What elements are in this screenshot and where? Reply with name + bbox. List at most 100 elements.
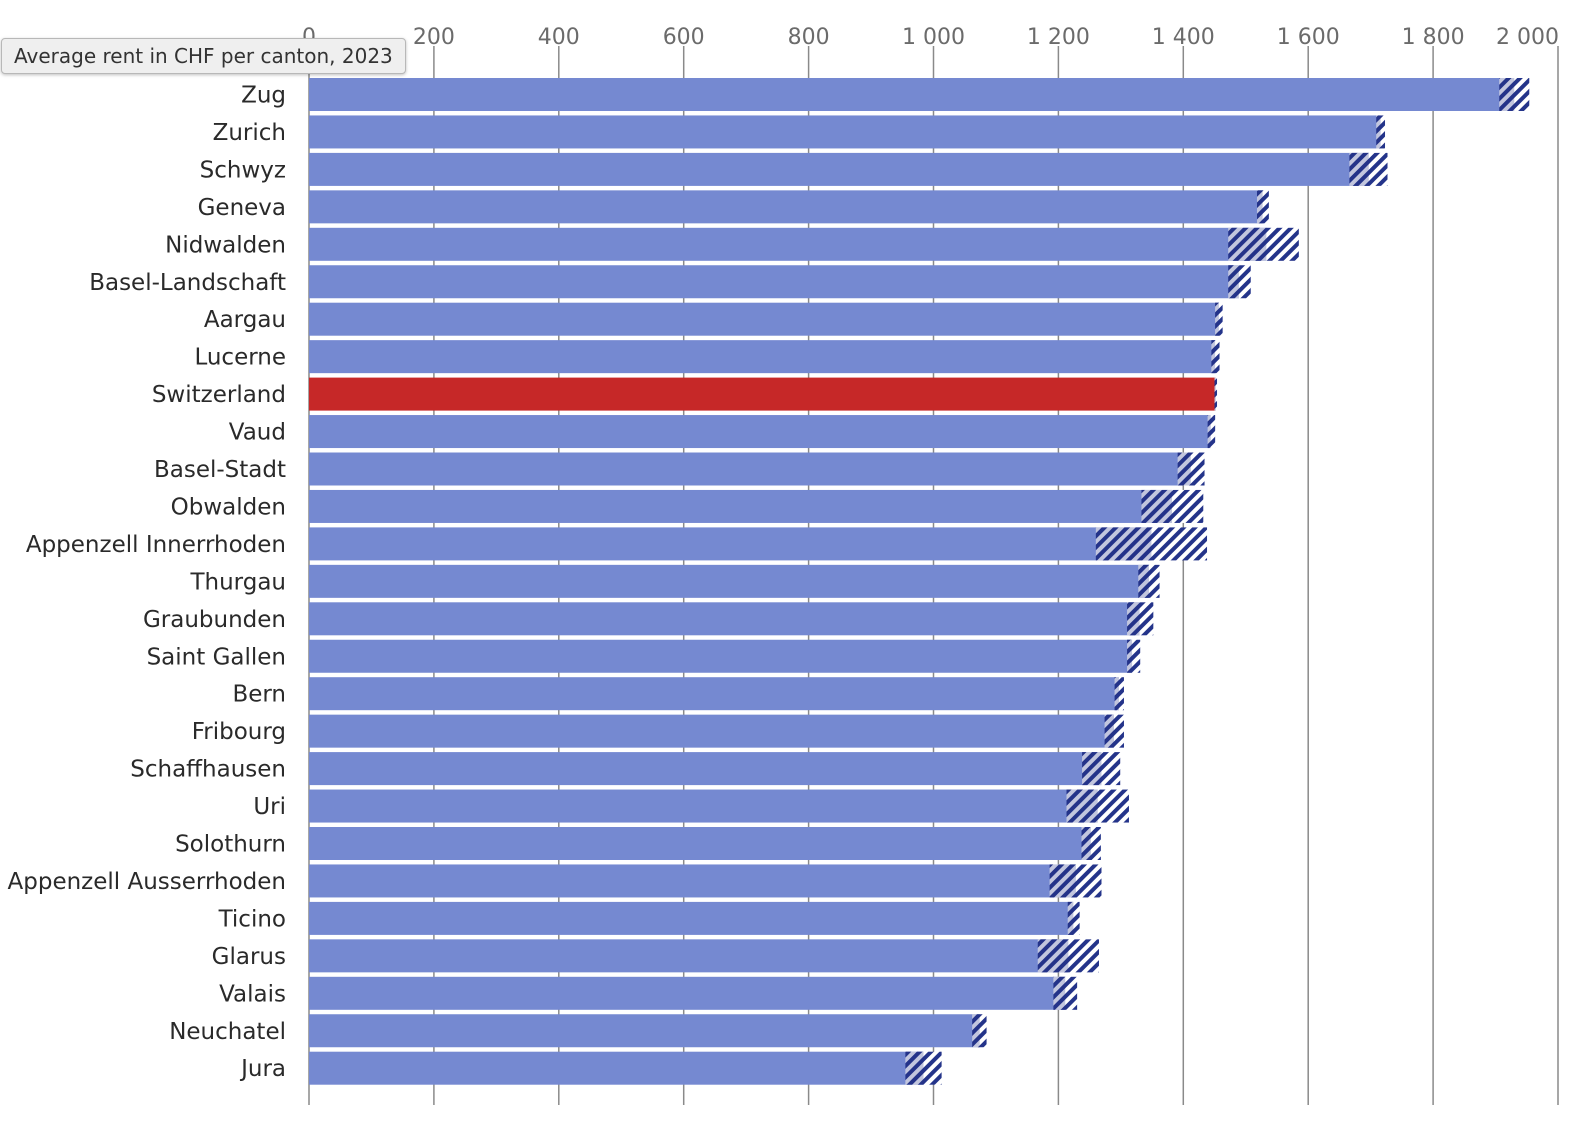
bar-switzerland[interactable] xyxy=(309,377,1216,411)
interval-lower-shade xyxy=(1037,939,1069,973)
bar[interactable] xyxy=(309,415,1211,449)
confidence-interval xyxy=(1037,939,1099,973)
bar[interactable] xyxy=(309,789,1098,823)
interval-lower-shade xyxy=(1049,864,1076,898)
confidence-interval xyxy=(1104,714,1124,748)
interval-lower-shade xyxy=(1067,901,1074,935)
confidence-interval xyxy=(1228,265,1251,299)
confidence-interval xyxy=(1127,639,1141,673)
bar[interactable] xyxy=(309,78,1515,111)
bar[interactable] xyxy=(309,602,1140,636)
confidence-interval xyxy=(1067,901,1080,935)
interval-lower-shade xyxy=(1141,489,1173,523)
bar[interactable] xyxy=(309,452,1191,486)
interval-lower-shade xyxy=(905,1051,924,1085)
category-label: Solothurn xyxy=(175,832,286,858)
interval-lower-shade xyxy=(1053,976,1066,1010)
interval-lower-shade xyxy=(1127,639,1133,673)
bar[interactable] xyxy=(309,639,1133,673)
bar[interactable] xyxy=(309,1051,924,1085)
interval-lower-shade xyxy=(1138,564,1149,598)
bar[interactable] xyxy=(309,152,1369,186)
interval-lower-shade xyxy=(1349,152,1369,186)
category-label: Appenzell Innerrhoden xyxy=(26,532,286,558)
category-label: Ticino xyxy=(218,906,286,932)
confidence-interval xyxy=(1215,302,1223,336)
confidence-interval xyxy=(1214,377,1218,411)
bar[interactable] xyxy=(309,302,1219,336)
bars xyxy=(309,78,1530,1085)
category-label: Schwyz xyxy=(200,157,286,183)
confidence-interval xyxy=(1499,78,1530,111)
x-tick-label: 800 xyxy=(788,25,830,50)
category-label: Geneva xyxy=(198,195,286,221)
bar[interactable] xyxy=(309,827,1091,860)
x-tick-label: 1 400 xyxy=(1152,25,1215,50)
interval-lower-shade xyxy=(1207,415,1211,449)
bar[interactable] xyxy=(309,976,1066,1010)
bar[interactable] xyxy=(309,677,1119,711)
x-tick-label: 2 000 xyxy=(1496,25,1559,50)
bar[interactable] xyxy=(309,939,1069,973)
interval-lower-shade xyxy=(1376,115,1381,149)
confidence-interval xyxy=(1082,752,1121,786)
interval-lower-shade xyxy=(1499,78,1515,111)
confidence-interval xyxy=(1177,452,1205,486)
interval-lower-shade xyxy=(1211,340,1216,374)
interval-lower-shade xyxy=(1095,527,1152,561)
category-label: Valais xyxy=(219,981,286,1007)
confidence-interval xyxy=(1138,564,1160,598)
interval-lower-shade xyxy=(1256,190,1263,224)
bar[interactable] xyxy=(309,1014,980,1048)
x-tick-label: 1 200 xyxy=(1027,25,1090,50)
bar[interactable] xyxy=(309,864,1076,898)
category-label: Vaud xyxy=(229,420,286,446)
confidence-interval xyxy=(1207,415,1216,449)
bar[interactable] xyxy=(309,564,1149,598)
category-label: Obwalden xyxy=(171,494,286,520)
interval-lower-shade xyxy=(1082,752,1102,786)
bar[interactable] xyxy=(309,752,1102,786)
bar[interactable] xyxy=(309,227,1267,261)
confidence-interval xyxy=(1141,489,1204,523)
bar[interactable] xyxy=(309,901,1074,935)
category-label: Zurich xyxy=(213,120,286,146)
category-label: Jura xyxy=(239,1056,286,1082)
category-label: Schaffhausen xyxy=(130,757,286,783)
bar[interactable] xyxy=(309,489,1173,523)
x-tick-label: 200 xyxy=(413,25,455,50)
category-label: Basel-Stadt xyxy=(154,457,286,483)
confidence-interval xyxy=(1114,677,1124,711)
x-tick-label: 1 800 xyxy=(1402,25,1465,50)
confidence-interval xyxy=(1095,527,1208,561)
interval-lower-shade xyxy=(1104,714,1114,748)
confidence-interval xyxy=(1066,789,1129,823)
category-label: Appenzell Ausserrhoden xyxy=(8,869,286,895)
bar[interactable] xyxy=(309,190,1263,224)
interval-lower-shade xyxy=(1228,227,1267,261)
confidence-interval xyxy=(1349,152,1388,186)
bar[interactable] xyxy=(309,527,1152,561)
bar[interactable] xyxy=(309,714,1114,748)
bar[interactable] xyxy=(309,340,1216,374)
confidence-interval xyxy=(972,1014,987,1048)
confidence-interval xyxy=(1049,864,1102,898)
x-tick-label: 1 600 xyxy=(1277,25,1340,50)
category-label: Bern xyxy=(232,682,286,708)
category-label: Thurgau xyxy=(189,569,286,595)
x-tick-label: 600 xyxy=(663,25,705,50)
interval-lower-shade xyxy=(1177,452,1191,486)
confidence-interval xyxy=(1376,115,1386,149)
bar[interactable] xyxy=(309,265,1239,299)
x-tick-label: 1 000 xyxy=(902,25,965,50)
category-label: Neuchatel xyxy=(169,1019,286,1045)
category-label: Fribourg xyxy=(192,719,286,745)
category-axis: Zug Zurich Schwyz Geneva Nidwalden Basel-Land… xyxy=(8,83,286,1083)
confidence-interval xyxy=(1228,227,1299,261)
bar[interactable] xyxy=(309,115,1381,149)
confidence-interval xyxy=(905,1051,942,1085)
category-label: Uri xyxy=(253,794,286,820)
confidence-interval xyxy=(1053,976,1078,1010)
